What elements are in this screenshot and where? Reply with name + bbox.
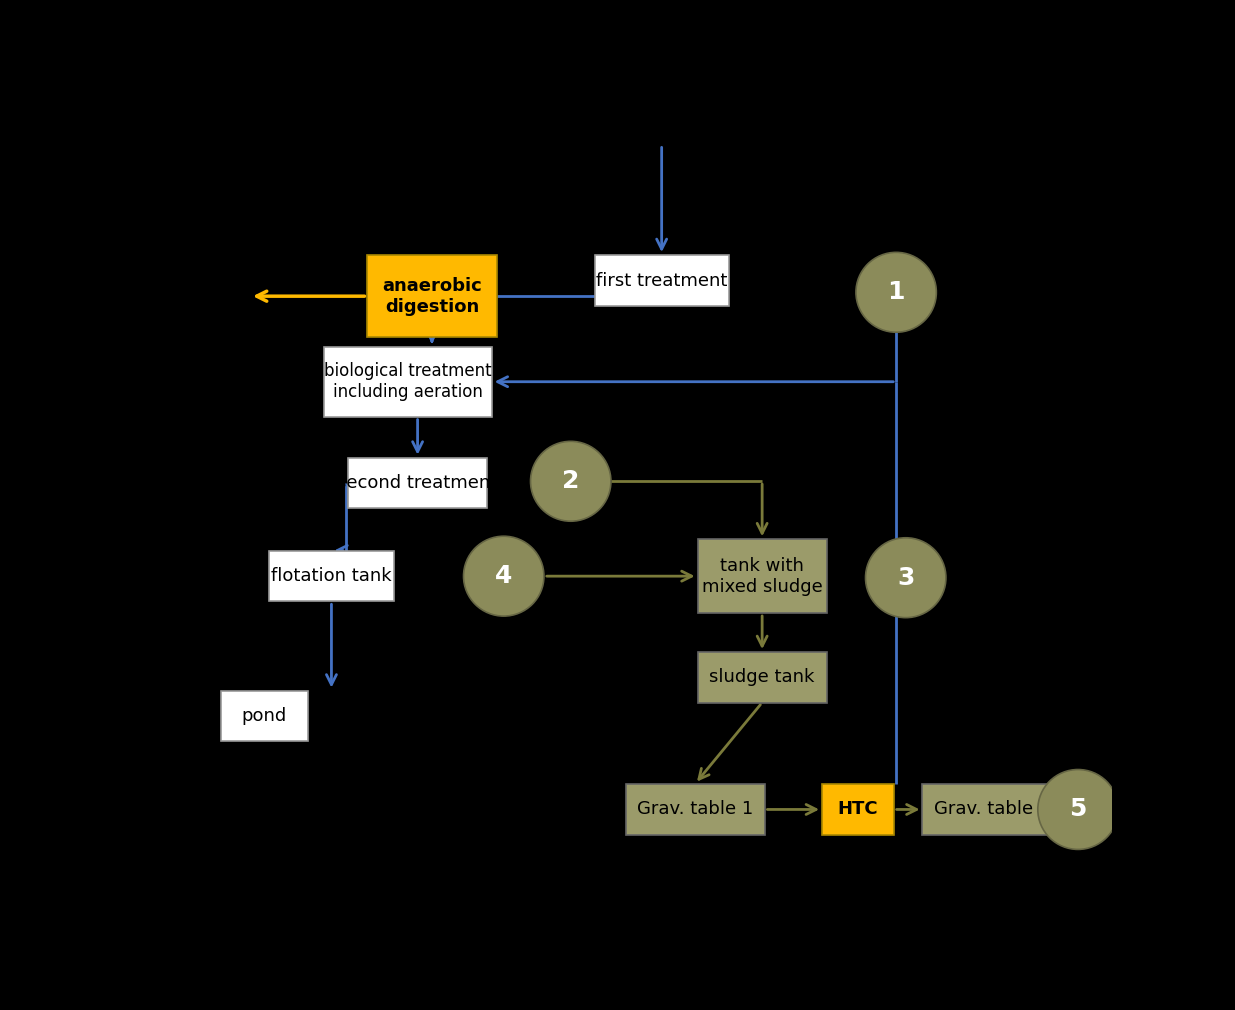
FancyBboxPatch shape (923, 784, 1061, 834)
Text: sludge tank: sludge tank (709, 669, 815, 686)
Text: 3: 3 (897, 566, 914, 590)
FancyBboxPatch shape (367, 256, 496, 337)
FancyBboxPatch shape (348, 458, 487, 508)
Text: first treatment: first treatment (597, 272, 727, 290)
FancyBboxPatch shape (698, 539, 826, 613)
Text: HTC: HTC (837, 801, 878, 818)
FancyBboxPatch shape (325, 346, 492, 417)
FancyBboxPatch shape (595, 256, 729, 306)
Ellipse shape (463, 536, 543, 616)
FancyBboxPatch shape (269, 550, 394, 601)
Text: tank with
mixed sludge: tank with mixed sludge (701, 557, 823, 596)
Text: second treatment: second treatment (337, 474, 498, 492)
Text: 2: 2 (562, 470, 579, 493)
Ellipse shape (531, 441, 611, 521)
FancyBboxPatch shape (221, 691, 308, 741)
FancyBboxPatch shape (698, 652, 826, 703)
Text: 5: 5 (1070, 798, 1087, 821)
FancyBboxPatch shape (626, 784, 764, 834)
Ellipse shape (1037, 770, 1118, 849)
FancyBboxPatch shape (823, 784, 894, 834)
Text: 4: 4 (495, 565, 513, 588)
Text: anaerobic
digestion: anaerobic digestion (382, 277, 482, 315)
Text: Grav. table 1: Grav. table 1 (637, 801, 753, 818)
Text: biological treatment
including aeration: biological treatment including aeration (325, 363, 492, 401)
Text: flotation tank: flotation tank (272, 568, 391, 585)
Ellipse shape (856, 252, 936, 332)
Text: pond: pond (242, 707, 287, 725)
Ellipse shape (866, 537, 946, 618)
Text: 1: 1 (888, 281, 905, 304)
Text: Grav. table 2: Grav. table 2 (934, 801, 1050, 818)
